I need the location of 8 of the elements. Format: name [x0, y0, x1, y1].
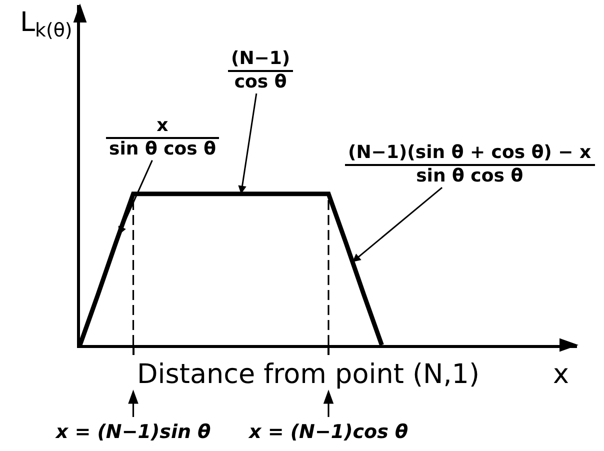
- text: x sin θ cos θ: [109, 115, 216, 160]
- x-tick-label: x = (N−1)sin θ: [54, 420, 211, 443]
- text: x: [553, 359, 569, 390]
- x-axis-title: Distance from point (N,1): [137, 359, 480, 390]
- text: (N−1)(sin θ + cos θ) − x sin θ cos θ: [348, 142, 592, 186]
- text: (N−1) cos θ: [231, 48, 290, 92]
- text: L$_{k(θ)}$: [20, 7, 72, 42]
- x-tick-label: x = (N−1)cos θ: [248, 420, 408, 443]
